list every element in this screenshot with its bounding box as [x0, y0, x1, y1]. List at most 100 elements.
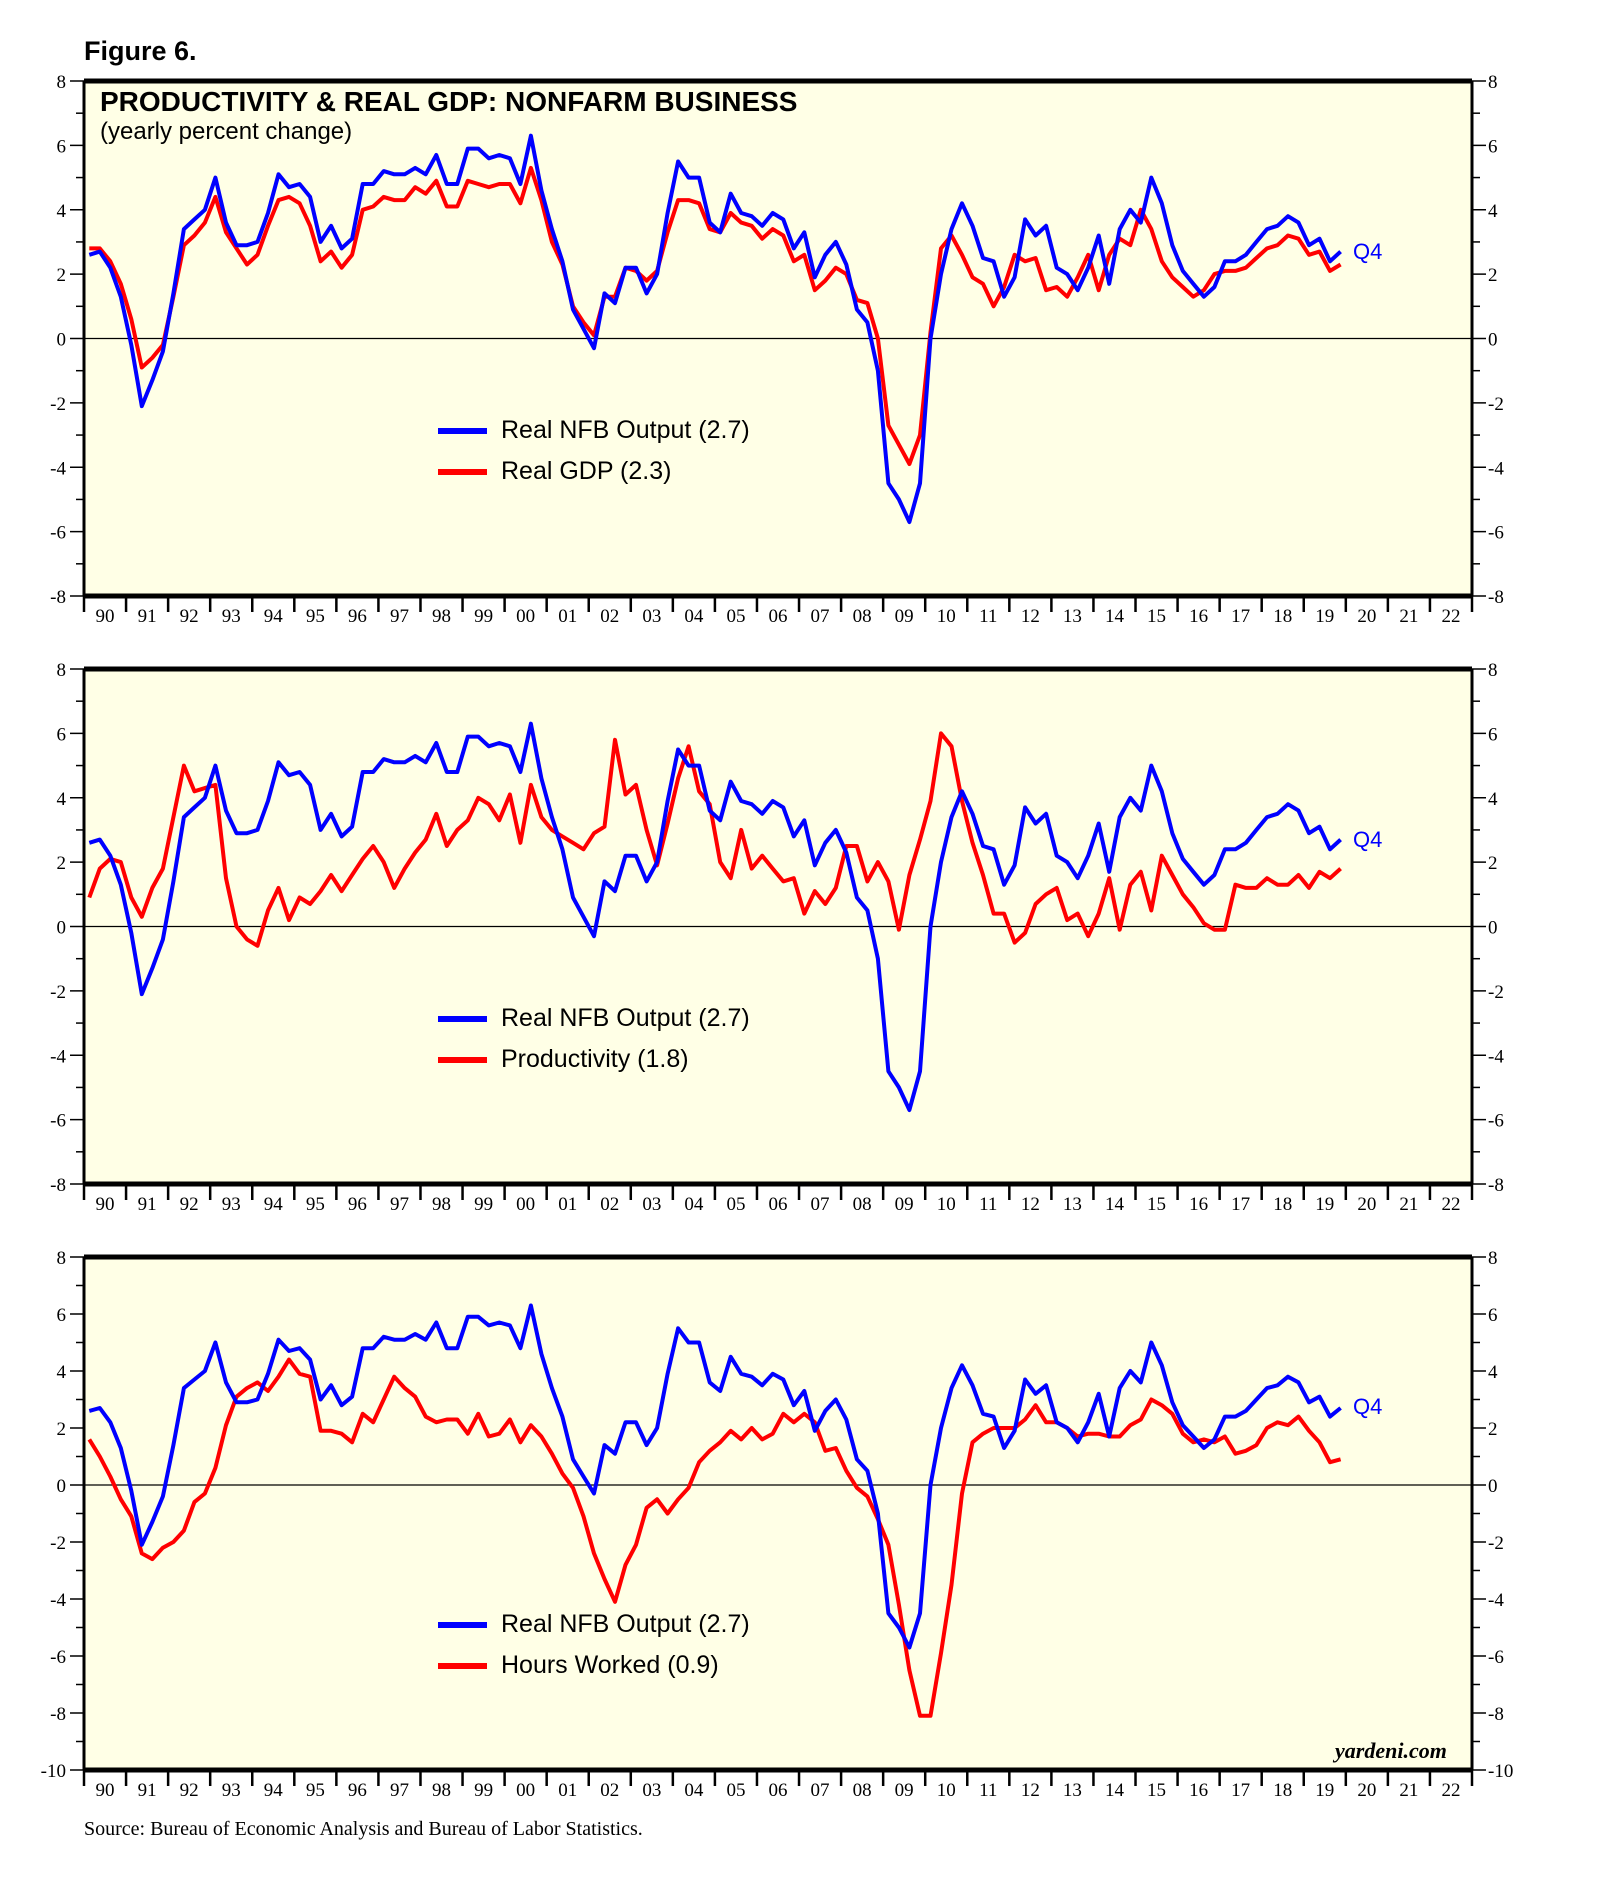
legend-label-hours-worked: Hours Worked (0.9): [501, 1651, 719, 1679]
x-tick-label: 02: [600, 606, 619, 627]
x-tick-label: 21: [1399, 1194, 1418, 1215]
x-tick-label: 90: [96, 1780, 115, 1801]
x-tick-label: 99: [474, 606, 493, 627]
x-tick-label: 93: [222, 606, 241, 627]
figure-label: Figure 6.: [84, 36, 197, 66]
y-tick-label-left: 8: [57, 72, 67, 93]
x-tick-label: 13: [1063, 1780, 1082, 1801]
x-tick-label: 07: [811, 1194, 830, 1215]
legend-label-nfb-output: Real NFB Output (2.7): [501, 1004, 750, 1032]
x-tick-label: 11: [979, 1780, 997, 1801]
x-tick-label: 03: [642, 1780, 661, 1801]
x-tick-label: 18: [1273, 1194, 1292, 1215]
chart-panel-1: -8 -8-6 -6-4 -4-2 -20 02 24 46 68 890 91 92 93 94 95 96…: [50, 72, 1504, 627]
x-tick-label: 20: [1357, 606, 1376, 627]
y-tick-label-left: 2: [57, 1419, 67, 1440]
legend-label-nfb-output: Real NFB Output (2.7): [501, 416, 750, 444]
x-tick-label: 10: [937, 606, 956, 627]
x-tick-label: 10: [937, 1780, 956, 1801]
series-line-real-gdp: [89, 165, 1342, 466]
x-tick-label: 92: [180, 1780, 199, 1801]
legend-swatch-nfb-output: [438, 1622, 487, 1628]
x-tick-label: 06: [769, 1194, 788, 1215]
x-tick-label: 20: [1357, 1780, 1376, 1801]
y-tick-label-left: 4: [57, 201, 67, 222]
y-tick-label-right: 8: [1488, 660, 1498, 681]
x-tick-label: 22: [1441, 606, 1460, 627]
watermark: yardeni.com: [1335, 1738, 1447, 1763]
x-tick-label: 03: [642, 1194, 661, 1215]
y-tick-label-left: -8: [50, 587, 66, 608]
x-tick-label: 95: [306, 1194, 325, 1215]
x-tick-label: 09: [895, 1194, 914, 1215]
y-tick-label-right: 2: [1488, 265, 1498, 286]
x-tick-label: 19: [1315, 606, 1334, 627]
y-tick-label-left: 2: [57, 853, 67, 874]
x-tick-label: 02: [600, 1780, 619, 1801]
y-tick-label-right: -10: [1488, 1761, 1513, 1782]
y-tick-label-right: 2: [1488, 1419, 1498, 1440]
chart-title: PRODUCTIVITY & REAL GDP: NONFARM BUSINES…: [100, 86, 798, 117]
y-tick-label-left: -2: [50, 394, 66, 415]
y-tick-label-left: 0: [57, 330, 67, 351]
y-tick-label-left: -4: [50, 1046, 66, 1067]
y-tick-label-right: -8: [1488, 587, 1504, 608]
chart-panel-3: -10 -10-8 -8-6 -6-4 -4-2 -20 02 24 46 68 890 91 92 93…: [41, 1248, 1514, 1801]
x-tick-label: 91: [138, 606, 157, 627]
y-tick-label-right: 4: [1488, 201, 1498, 222]
legend-label-productivity: Productivity (1.8): [501, 1045, 689, 1073]
x-tick-label: 14: [1105, 1194, 1125, 1215]
y-tick-label-left: -6: [50, 1647, 66, 1668]
y-tick-label-right: -8: [1488, 1704, 1504, 1725]
x-tick-label: 12: [1021, 1194, 1040, 1215]
y-tick-label-right: -2: [1488, 394, 1504, 415]
x-tick-label: 04: [684, 1780, 704, 1801]
legend-label-nfb-output: Real NFB Output (2.7): [501, 1610, 750, 1638]
x-tick-label: 01: [558, 1780, 577, 1801]
y-tick-label-right: 0: [1488, 330, 1498, 351]
legend-swatch-nfb-output: [438, 428, 487, 434]
end-label-q4: Q4: [1353, 1394, 1383, 1419]
y-tick-label-left: 6: [57, 136, 67, 157]
series-line-hours-worked: [87, 1357, 1342, 1718]
x-tick-label: 93: [222, 1780, 241, 1801]
chart-panel-2: -8 -8-6 -6-4 -4-2 -20 02 24 46 68 890 91 92 93 94 95 96…: [50, 660, 1504, 1215]
x-tick-label: 94: [264, 1194, 284, 1215]
x-tick-label: 06: [769, 606, 788, 627]
x-tick-label: 17: [1231, 606, 1250, 627]
x-tick-label: 08: [853, 1194, 872, 1215]
y-tick-label-left: 2: [57, 265, 67, 286]
x-tick-label: 91: [138, 1780, 157, 1801]
y-tick-label-left: -6: [50, 1111, 66, 1132]
y-tick-label-right: 0: [1488, 1476, 1498, 1497]
series-line-real-nfb-output: [88, 721, 1342, 1112]
x-tick-label: 13: [1063, 1194, 1082, 1215]
x-tick-label: 99: [474, 1780, 493, 1801]
y-tick-label-left: -8: [50, 1175, 66, 1196]
x-tick-label: 18: [1273, 1780, 1292, 1801]
y-tick-label-right: 6: [1488, 136, 1498, 157]
x-tick-label: 16: [1189, 606, 1208, 627]
y-tick-label-left: 6: [57, 1305, 67, 1326]
x-tick-label: 04: [684, 1194, 704, 1215]
x-tick-label: 91: [138, 1194, 157, 1215]
x-tick-label: 11: [979, 606, 997, 627]
x-tick-label: 95: [306, 1780, 325, 1801]
x-tick-label: 98: [432, 1194, 451, 1215]
y-tick-label-right: 6: [1488, 724, 1498, 745]
legend-swatch-productivity: [438, 1057, 487, 1063]
y-tick-label-left: -10: [41, 1761, 66, 1782]
y-tick-label-left: 8: [57, 1248, 67, 1269]
x-tick-label: 90: [96, 606, 115, 627]
legend-swatch-hours-worked: [438, 1663, 487, 1669]
x-tick-label: 95: [306, 606, 325, 627]
y-tick-label-left: -8: [50, 1704, 66, 1725]
x-tick-label: 21: [1399, 1780, 1418, 1801]
y-tick-label-left: -2: [50, 982, 66, 1003]
x-tick-label: 00: [516, 1780, 535, 1801]
x-tick-label: 01: [558, 1194, 577, 1215]
x-tick-label: 05: [726, 606, 745, 627]
x-tick-label: 17: [1231, 1780, 1250, 1801]
